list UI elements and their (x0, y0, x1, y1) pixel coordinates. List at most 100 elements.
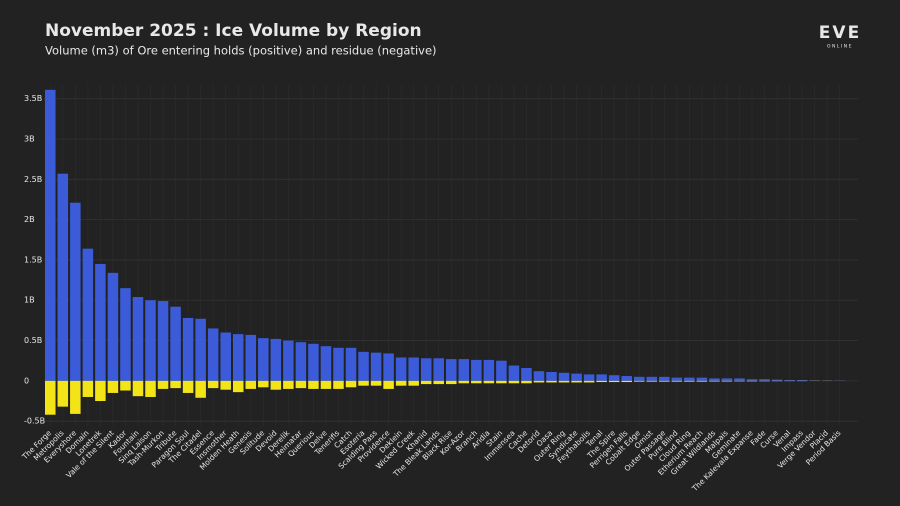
bar (533, 371, 545, 381)
bar (170, 306, 181, 381)
bar (759, 379, 770, 381)
bar (120, 380, 131, 391)
bar (283, 340, 294, 381)
logo-sub: ONLINE (827, 44, 853, 50)
bar (395, 380, 407, 386)
chart-title: November 2025 : Ice Volume by Region (45, 21, 422, 41)
bar (195, 380, 206, 398)
bar (370, 352, 382, 381)
bar (533, 380, 545, 383)
bar (583, 380, 595, 383)
bar (82, 248, 94, 381)
bar (383, 380, 394, 389)
y-tick-label: 0 (24, 376, 29, 385)
bar (496, 360, 507, 381)
bar (132, 380, 144, 397)
bar (433, 380, 444, 385)
bar (558, 380, 570, 383)
bar (333, 347, 344, 381)
bar (95, 263, 106, 381)
bar (633, 380, 645, 382)
bar (521, 380, 532, 384)
bar (420, 380, 432, 385)
bar (671, 380, 683, 382)
bar (458, 380, 470, 384)
bar (182, 380, 194, 393)
bar (596, 374, 607, 381)
bar (383, 353, 394, 381)
bar (333, 380, 344, 389)
bar (784, 380, 795, 381)
bar (458, 359, 470, 381)
bar (508, 365, 520, 381)
bar (483, 359, 495, 381)
y-tick-label: 1B (24, 296, 35, 305)
bar (157, 380, 169, 389)
bar (521, 367, 532, 381)
bar (696, 377, 708, 381)
bar (370, 380, 382, 386)
bar (232, 380, 244, 393)
bar (471, 359, 482, 381)
bar (207, 328, 219, 381)
bar (709, 378, 720, 381)
bar (107, 272, 119, 381)
y-tick-label: 3.5B (24, 94, 42, 103)
bar (345, 380, 357, 388)
bar (245, 380, 257, 389)
bar (320, 346, 332, 381)
bar (734, 378, 745, 381)
bar (270, 338, 282, 381)
bar (583, 374, 595, 381)
bar (70, 380, 81, 414)
bar (170, 380, 181, 389)
bar (345, 347, 357, 381)
chart-subtitle: Volume (m3) of Ore entering holds (posit… (45, 44, 437, 58)
bar (358, 380, 369, 386)
bar (308, 380, 319, 389)
y-tick-label: 2B (24, 215, 35, 224)
bar (120, 288, 131, 381)
bar (270, 380, 282, 390)
bar (621, 376, 632, 381)
bar (157, 301, 169, 381)
bar (696, 380, 708, 382)
bar (483, 380, 495, 384)
y-tick-label: 3B (24, 135, 35, 144)
bar (646, 380, 658, 382)
bar (571, 373, 582, 381)
bar (721, 380, 733, 382)
bar (45, 89, 56, 381)
bar (70, 202, 81, 381)
bar (132, 297, 144, 381)
bar (608, 375, 620, 381)
bar (558, 372, 570, 381)
bar (633, 376, 645, 381)
bar (295, 342, 307, 381)
bar (57, 173, 69, 381)
bar (571, 380, 582, 383)
bar (796, 380, 808, 381)
bar (195, 318, 206, 381)
bar (283, 380, 294, 389)
bar (659, 380, 670, 382)
bar (471, 380, 482, 384)
bar (220, 332, 231, 381)
bar (420, 358, 432, 381)
bar (258, 338, 269, 381)
y-tick-label: 2.5B (24, 175, 42, 184)
bar (684, 377, 695, 381)
bar (57, 380, 69, 407)
bar (182, 317, 194, 381)
bar (446, 359, 457, 381)
bar (258, 380, 269, 388)
bar (646, 376, 658, 381)
bar (245, 334, 257, 381)
bar (721, 378, 733, 381)
bar (771, 379, 783, 381)
bar (546, 380, 557, 383)
bar (608, 380, 620, 383)
logo: EVE (819, 23, 861, 43)
bar (446, 380, 457, 385)
